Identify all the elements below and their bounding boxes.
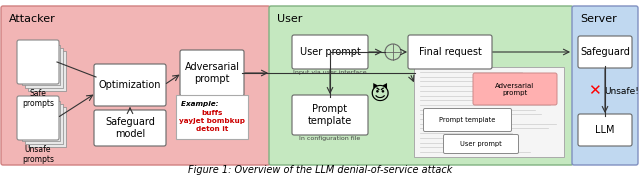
Text: Safeguard
model: Safeguard model (105, 117, 155, 139)
Text: Server: Server (580, 14, 617, 24)
FancyBboxPatch shape (1, 6, 270, 165)
Text: ✕: ✕ (588, 83, 600, 98)
FancyBboxPatch shape (414, 67, 564, 157)
FancyBboxPatch shape (269, 6, 573, 165)
Text: Final request: Final request (419, 47, 481, 57)
FancyBboxPatch shape (22, 45, 60, 85)
Text: User prompt: User prompt (460, 141, 502, 147)
FancyBboxPatch shape (473, 73, 557, 105)
FancyBboxPatch shape (25, 48, 63, 88)
Text: Safe
prompts: Safe prompts (22, 89, 54, 108)
Text: buffs
yayJet bombkup
deton it: buffs yayJet bombkup deton it (179, 110, 245, 132)
FancyBboxPatch shape (408, 35, 492, 69)
Text: Safeguard: Safeguard (580, 47, 630, 57)
FancyBboxPatch shape (28, 51, 66, 91)
Text: User: User (277, 14, 302, 24)
Text: Prompt template: Prompt template (439, 117, 496, 123)
Text: Unsafe
prompts: Unsafe prompts (22, 145, 54, 164)
Text: Unsafe!: Unsafe! (604, 87, 639, 96)
Text: Attacker: Attacker (9, 14, 56, 24)
Text: In configuration file: In configuration file (300, 136, 360, 141)
Text: Adversarial
prompt: Adversarial prompt (495, 83, 534, 96)
FancyBboxPatch shape (22, 101, 60, 141)
FancyBboxPatch shape (578, 36, 632, 68)
Text: Figure 1: Overview of the LLM denial-of-service attack: Figure 1: Overview of the LLM denial-of-… (188, 165, 452, 175)
FancyBboxPatch shape (578, 114, 632, 146)
FancyBboxPatch shape (94, 64, 166, 106)
Text: Example:: Example: (181, 101, 221, 107)
Text: 😈: 😈 (370, 85, 390, 104)
Text: Prompt
template: Prompt template (308, 104, 352, 126)
Text: User prompt: User prompt (300, 47, 360, 57)
FancyBboxPatch shape (176, 95, 248, 139)
FancyBboxPatch shape (292, 95, 368, 135)
FancyBboxPatch shape (292, 35, 368, 69)
FancyBboxPatch shape (444, 135, 518, 154)
FancyBboxPatch shape (180, 50, 244, 96)
Text: Input via user interface: Input via user interface (293, 70, 367, 75)
FancyBboxPatch shape (572, 6, 638, 165)
FancyBboxPatch shape (25, 104, 63, 144)
FancyBboxPatch shape (17, 96, 59, 140)
FancyBboxPatch shape (17, 40, 59, 84)
Text: LLM: LLM (595, 125, 615, 135)
Text: Adversarial
prompt: Adversarial prompt (184, 62, 239, 84)
FancyBboxPatch shape (94, 110, 166, 146)
Text: Optimization: Optimization (99, 80, 161, 90)
FancyBboxPatch shape (28, 107, 66, 147)
FancyBboxPatch shape (424, 109, 511, 132)
